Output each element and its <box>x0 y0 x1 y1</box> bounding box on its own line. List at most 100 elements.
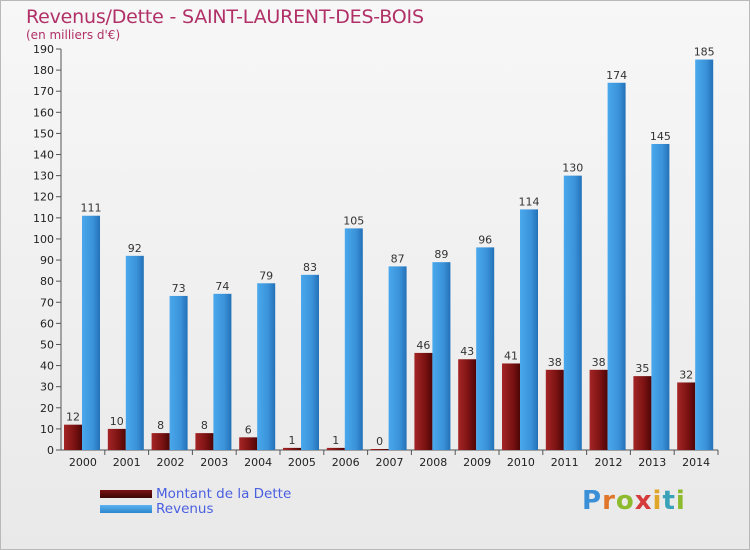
legend-label-debt: Montant de la Dette <box>156 486 292 502</box>
revenue-bar <box>213 293 232 450</box>
y-tick-label: 30 <box>40 381 54 394</box>
x-tick-label: 2003 <box>200 456 228 469</box>
debt-value-label: 38 <box>592 356 606 369</box>
debt-value-label: 32 <box>679 368 693 381</box>
revenue-value-label: 111 <box>81 202 102 215</box>
revenue-value-label: 96 <box>478 233 492 246</box>
debt-value-label: 8 <box>157 419 164 432</box>
revenue-bar <box>301 274 319 450</box>
revenue-bar <box>82 215 100 450</box>
y-tick-label: 50 <box>40 338 54 351</box>
debt-bar <box>633 376 652 450</box>
x-tick-label: 2002 <box>157 456 185 469</box>
revenue-value-label: 145 <box>650 130 671 143</box>
debt-bar <box>589 369 608 450</box>
revenue-bar <box>344 228 363 450</box>
debt-value-label: 1 <box>332 434 339 447</box>
revenue-bar <box>388 266 407 450</box>
debt-bar <box>458 359 477 450</box>
debt-value-label: 8 <box>201 419 208 432</box>
debt-bar <box>370 449 389 450</box>
legend-swatch-debt <box>100 490 152 498</box>
x-tick-label: 2011 <box>551 456 579 469</box>
x-tick-label: 2014 <box>682 456 710 469</box>
revenue-bar <box>476 247 495 450</box>
legend-label-revenue: Revenus <box>156 501 214 517</box>
revenue-value-label: 130 <box>562 162 583 175</box>
revenue-bar <box>607 82 626 450</box>
proxiti-logo: Proxiti <box>582 486 686 516</box>
debt-value-label: 0 <box>376 435 383 448</box>
x-tick-label: 2000 <box>69 456 97 469</box>
revenue-bar <box>563 175 582 450</box>
x-tick-label: 2005 <box>288 456 316 469</box>
x-tick-label: 2009 <box>463 456 491 469</box>
debt-bar <box>239 437 258 450</box>
y-tick-label: 120 <box>33 191 54 204</box>
x-tick-label: 2013 <box>638 456 666 469</box>
y-tick-label: 40 <box>40 360 54 373</box>
debt-value-label: 10 <box>110 415 124 428</box>
debt-bar <box>326 447 345 450</box>
y-tick-label: 190 <box>33 43 54 56</box>
y-tick-label: 20 <box>40 402 54 415</box>
x-tick-label: 2010 <box>507 456 535 469</box>
chart-title: Revenus/Dette - SAINT-LAURENT-DES-BOIS <box>26 6 424 28</box>
x-tick-label: 2008 <box>419 456 447 469</box>
revenue-value-label: 89 <box>434 248 448 261</box>
y-tick-label: 140 <box>33 149 54 162</box>
debt-value-label: 6 <box>245 423 252 436</box>
debt-bar <box>677 382 696 450</box>
x-tick-label: 2012 <box>595 456 623 469</box>
debt-bar <box>151 433 170 450</box>
revenue-bar <box>257 283 276 450</box>
debt-value-label: 12 <box>66 411 80 424</box>
y-tick-label: 100 <box>33 233 54 246</box>
revenue-value-label: 74 <box>215 280 229 293</box>
revenue-bar <box>125 255 144 450</box>
revenue-value-label: 105 <box>343 214 364 227</box>
y-tick-label: 170 <box>33 85 54 98</box>
debt-value-label: 43 <box>460 345 474 358</box>
revenue-value-label: 83 <box>303 261 317 274</box>
revenue-value-label: 79 <box>259 269 273 282</box>
debt-bar <box>414 352 433 450</box>
y-tick-label: 0 <box>47 444 54 457</box>
revenue-value-label: 73 <box>172 282 186 295</box>
revenue-value-label: 174 <box>606 69 627 82</box>
debt-bar <box>64 424 82 450</box>
legend-swatch-revenue <box>100 505 152 513</box>
debt-bar <box>502 363 520 450</box>
debt-value-label: 46 <box>416 339 430 352</box>
y-tick-label: 80 <box>40 275 54 288</box>
y-tick-label: 130 <box>33 170 54 183</box>
debt-value-label: 35 <box>635 362 649 375</box>
revenue-bar <box>520 209 538 450</box>
revenue-bar <box>651 143 670 450</box>
debt-value-label: 41 <box>504 349 518 362</box>
debt-bar <box>283 447 301 450</box>
debt-value-label: 38 <box>548 356 562 369</box>
chart-subtitle: (en milliers d'€) <box>26 28 121 42</box>
debt-bar <box>107 428 126 450</box>
revenue-bar <box>695 59 714 450</box>
debt-value-label: 1 <box>289 434 296 447</box>
debt-bar <box>195 433 214 450</box>
x-tick-label: 2001 <box>113 456 141 469</box>
revenue-bar <box>169 295 188 450</box>
x-tick-label: 2006 <box>332 456 360 469</box>
y-tick-label: 110 <box>33 212 54 225</box>
y-tick-label: 160 <box>33 106 54 119</box>
revenue-value-label: 114 <box>519 195 540 208</box>
y-tick-label: 90 <box>40 254 54 267</box>
y-tick-label: 180 <box>33 64 54 77</box>
revenue-value-label: 185 <box>694 46 715 59</box>
y-tick-label: 10 <box>40 423 54 436</box>
y-tick-label: 150 <box>33 127 54 140</box>
revenue-value-label: 87 <box>391 252 405 265</box>
y-tick-label: 70 <box>40 296 54 309</box>
x-tick-label: 2007 <box>376 456 404 469</box>
revenue-bar <box>432 262 451 450</box>
y-tick-label: 60 <box>40 317 54 330</box>
